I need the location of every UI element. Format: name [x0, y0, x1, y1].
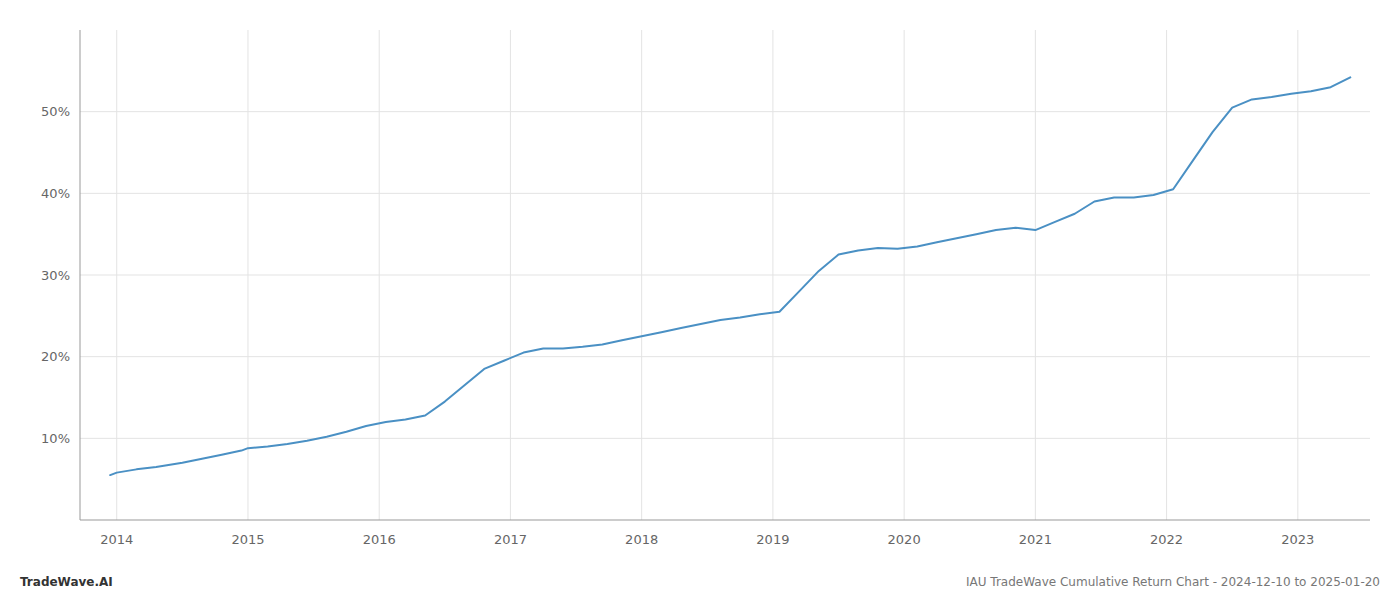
- x-tick-label: 2014: [100, 532, 133, 547]
- annotation: IAU TradeWave Cumulative Return Chart - …: [966, 575, 1380, 589]
- y-tick-label: 50%: [41, 104, 70, 119]
- y-grid-line: [80, 111, 1370, 112]
- y-grid-line: [80, 438, 1370, 439]
- y-axis-line: [80, 30, 81, 520]
- x-tick-label: 2019: [756, 532, 789, 547]
- plot-area: [110, 77, 1350, 475]
- y-tick-label: 10%: [41, 431, 70, 446]
- y-tick-label: 40%: [41, 186, 70, 201]
- x-tick-label: 2018: [625, 532, 658, 547]
- x-tick-label: 2020: [888, 532, 921, 547]
- y-grid-line: [80, 356, 1370, 357]
- line: [110, 77, 1350, 475]
- y-grid-line: [80, 275, 1370, 276]
- chart: 2014 2015 2016 2017 2018 2019 2020 2021 2022 2023…: [0, 0, 1400, 600]
- x-axis-line: [80, 520, 1370, 521]
- annotation: TradeWave.AI: [20, 575, 113, 589]
- footer: TradeWave.AI IAU TradeWave Cumulative Ret…: [20, 575, 1380, 589]
- y-grid-line: [80, 193, 1370, 194]
- grid: [80, 30, 1370, 520]
- axes: 2014 2015 2016 2017 2018 2019 2020 2021 2022 2023…: [41, 30, 1370, 547]
- x-tick-label: 2015: [231, 532, 264, 547]
- x-tick-label: 2016: [363, 532, 396, 547]
- x-tick-label: 2021: [1019, 532, 1052, 547]
- x-tick-label: 2023: [1281, 532, 1314, 547]
- x-tick-label: 2017: [494, 532, 527, 547]
- y-tick-label: 30%: [41, 268, 70, 283]
- y-tick-label: 20%: [41, 349, 70, 364]
- x-tick-label: 2022: [1150, 532, 1183, 547]
